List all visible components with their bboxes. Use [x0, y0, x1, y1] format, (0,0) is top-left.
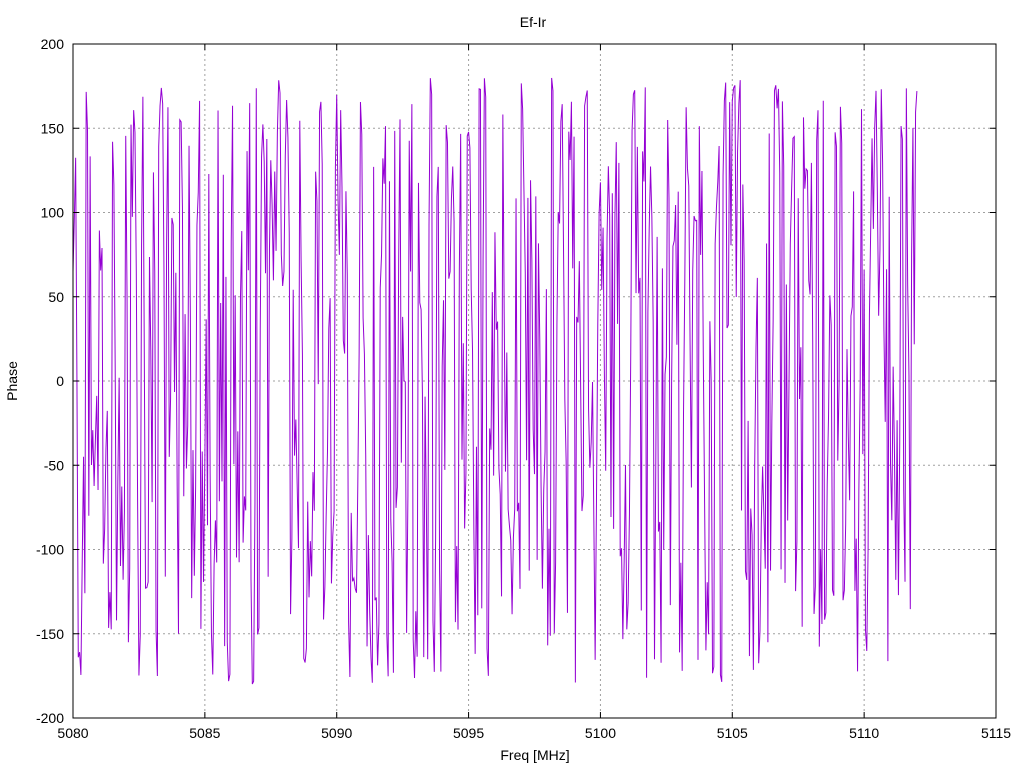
- x-axis-label: Freq [MHz]: [500, 747, 569, 763]
- y-tick-label: 200: [41, 36, 65, 52]
- x-tick-label: 5105: [717, 725, 748, 741]
- y-tick-label: 50: [48, 289, 64, 305]
- x-tick-label: 5085: [189, 725, 220, 741]
- y-tick-label: -150: [36, 626, 64, 642]
- x-tick-label: 5100: [585, 725, 616, 741]
- tick-marks: [72, 43, 997, 719]
- x-tick-label: 5115: [981, 725, 1011, 741]
- y-axis-label: Phase: [4, 361, 20, 401]
- chart-title: Ef-Ir: [520, 14, 547, 30]
- x-tick-label: 5110: [849, 725, 879, 741]
- x-tick-label: 5095: [453, 725, 484, 741]
- y-tick-labels: 200 150 100 50 0 -50 -100 -150 -200: [36, 36, 64, 726]
- y-tick-label: 150: [41, 120, 65, 136]
- y-tick-label: 100: [41, 205, 65, 221]
- series-group: [72, 77, 918, 685]
- y-tick-label: -50: [44, 457, 64, 473]
- x-tick-label: 5080: [57, 725, 88, 741]
- y-tick-label: -100: [36, 542, 64, 558]
- y-tick-label: 0: [56, 373, 64, 389]
- x-tick-label: 5090: [321, 725, 352, 741]
- y-tick-label: -200: [36, 710, 64, 726]
- phase-series-line: [72, 77, 918, 685]
- x-tick-labels: 5080 5085 5090 5095 5100 5105 5110 5115: [57, 725, 1011, 741]
